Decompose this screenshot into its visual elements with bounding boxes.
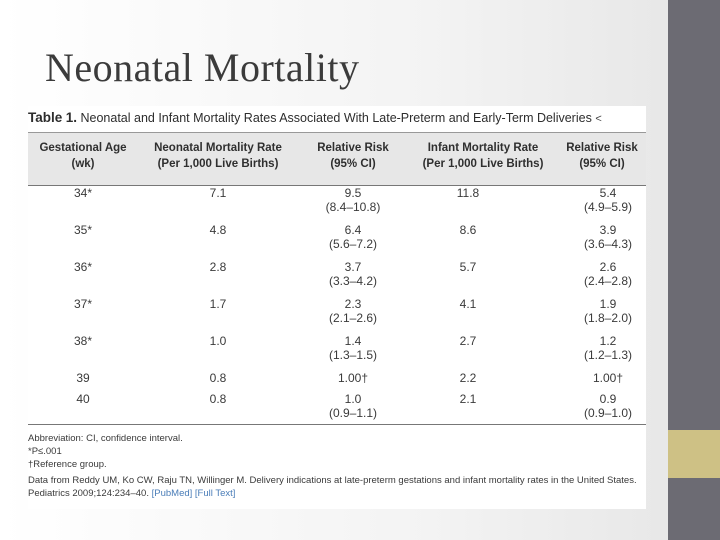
cell-neonatal-rate: 0.8 <box>209 392 227 406</box>
cell-neonatal-rate: 0.8 <box>209 371 227 385</box>
cell-neonatal-rate: 7.1 <box>209 186 227 200</box>
cell-relative-risk-infant: 1.9 (1.8–2.0) <box>583 297 633 325</box>
footnote-significance: *P≤.001 <box>28 446 62 457</box>
header-infant-mortality-rate: Infant Mortality Rate (Per 1,000 Live Bir… <box>422 142 544 170</box>
cell-relative-risk-neonatal: 2.3 (2.1–2.6) <box>328 297 378 325</box>
full-text-link[interactable]: [Full Text] <box>194 488 236 499</box>
cell-gestational-age: 36* <box>73 260 93 274</box>
pubmed-link[interactable]: [PubMed] <box>151 488 193 499</box>
sidebar-gold-block <box>668 430 720 478</box>
cell-relative-risk-neonatal: 3.7 (3.3–4.2) <box>328 260 378 288</box>
cell-infant-rate: 2.7 <box>459 334 477 348</box>
cell-neonatal-rate: 4.8 <box>209 223 227 237</box>
cell-relative-risk-infant: 2.6 (2.4–2.8) <box>583 260 633 288</box>
cell-infant-rate: 2.2 <box>459 371 477 385</box>
cell-relative-risk-neonatal: 1.0 (0.9–1.1) <box>328 392 378 420</box>
cell-neonatal-rate: 1.7 <box>209 297 227 311</box>
cell-relative-risk-neonatal: 1.4 (1.3–1.5) <box>328 334 378 362</box>
table-figure: Table 1. Neonatal and Infant Mortality R… <box>28 106 646 509</box>
cell-infant-rate: 4.1 <box>459 297 477 311</box>
cell-relative-risk-infant: 3.9 (3.6–4.3) <box>583 223 633 251</box>
table-header: Gestational Age (wk) Neonatal Mortality R… <box>28 132 646 186</box>
cell-gestational-age: 34* <box>73 186 93 200</box>
footnote-citation-line: Pediatrics 2009;124:234–40. [PubMed] [Fu… <box>28 487 637 500</box>
table-bottom-rule <box>28 424 646 425</box>
cell-relative-risk-infant: 5.4 (4.9–5.9) <box>583 186 633 214</box>
table-caption-text: Neonatal and Infant Mortality Rates Asso… <box>80 111 592 125</box>
footnote-source: Data from Reddy UM, Ko CW, Raju TN, Will… <box>28 475 637 486</box>
collapse-arrow-icon[interactable]: < <box>595 113 602 125</box>
cell-relative-risk-infant: 1.2 (1.2–1.3) <box>583 334 633 362</box>
cell-relative-risk-infant: 0.9 (0.9–1.0) <box>583 392 633 420</box>
table-caption-prefix: Table <box>28 110 63 125</box>
table-footnotes: Abbreviation: CI, confidence interval. *… <box>28 432 637 500</box>
slide-title: Neonatal Mortality <box>45 45 360 90</box>
cell-gestational-age: 39 <box>76 371 90 385</box>
cell-relative-risk-neonatal: 1.00† <box>337 371 369 385</box>
cell-relative-risk-infant: 1.00† <box>592 371 624 385</box>
table-caption: Table 1. Neonatal and Infant Mortality R… <box>28 110 602 125</box>
table-caption-number: 1. <box>65 110 78 125</box>
cell-neonatal-rate: 1.0 <box>209 334 227 348</box>
cell-neonatal-rate: 2.8 <box>209 260 227 274</box>
header-neonatal-mortality-rate: Neonatal Mortality Rate (Per 1,000 Live B… <box>154 142 282 170</box>
header-gestational-age: Gestational Age (wk) <box>39 142 127 170</box>
cell-gestational-age: 35* <box>73 223 93 237</box>
footnote-abbreviation: Abbreviation: CI, confidence interval. <box>28 433 183 444</box>
cell-gestational-age: 40 <box>76 392 90 406</box>
cell-gestational-age: 37* <box>73 297 93 311</box>
footnote-citation: Pediatrics 2009;124:234–40. <box>28 488 149 499</box>
sidebar-gray-block-lower <box>668 478 720 540</box>
slide-sidebar-decoration <box>668 0 720 540</box>
cell-infant-rate: 11.8 <box>456 186 480 200</box>
cell-infant-rate: 2.1 <box>459 392 477 406</box>
sidebar-gray-block <box>668 0 720 430</box>
cell-infant-rate: 8.6 <box>459 223 477 237</box>
cell-relative-risk-neonatal: 6.4 (5.6–7.2) <box>328 223 378 251</box>
cell-gestational-age: 38* <box>73 334 93 348</box>
header-relative-risk-infant: Relative Risk (95% CI) <box>566 142 638 170</box>
cell-relative-risk-neonatal: 9.5 (8.4–10.8) <box>325 186 381 214</box>
header-relative-risk-neonatal: Relative Risk (95% CI) <box>317 142 389 170</box>
footnote-reference: †Reference group. <box>28 459 107 470</box>
cell-infant-rate: 5.7 <box>459 260 477 274</box>
